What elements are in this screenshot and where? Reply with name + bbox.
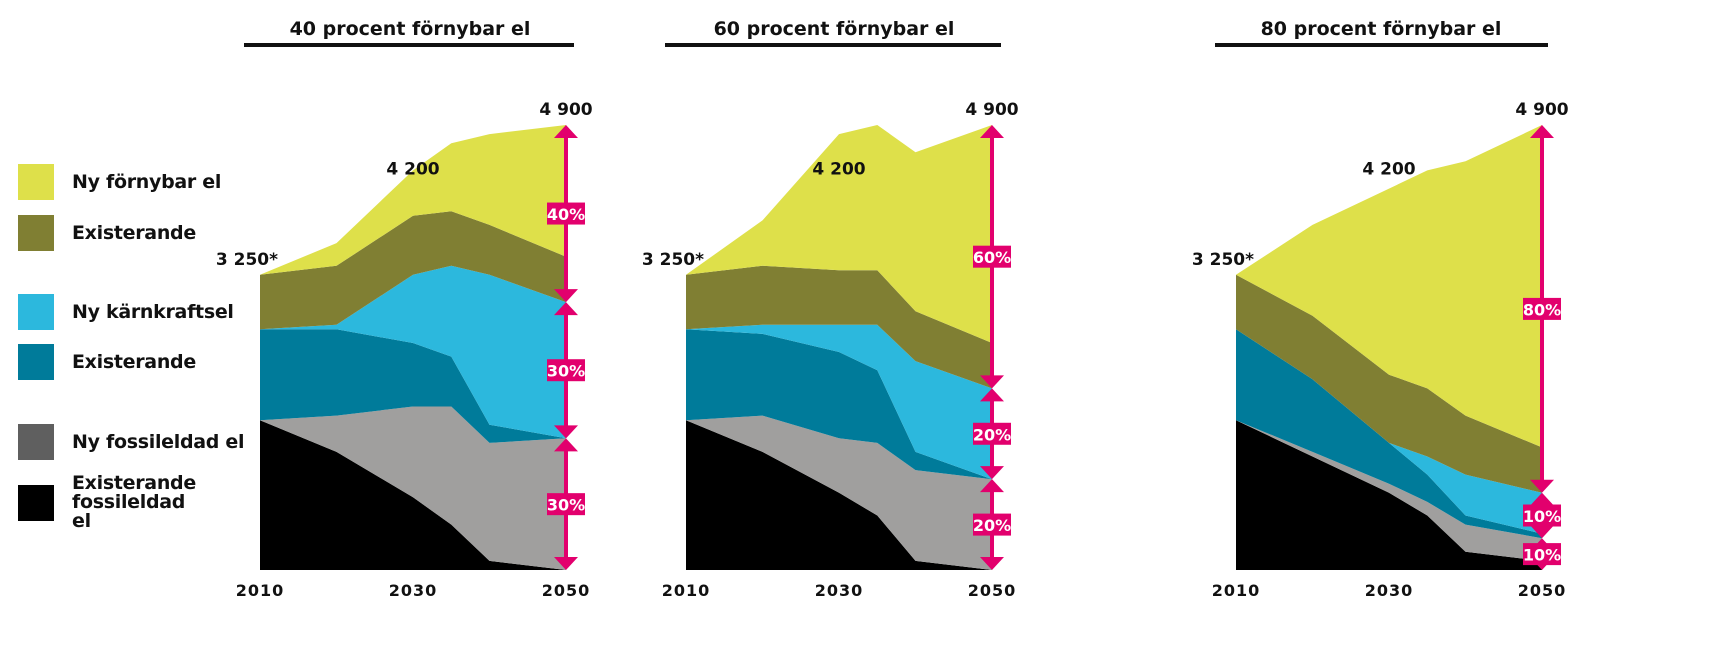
- share-label: 10%: [1523, 546, 1561, 565]
- value-label: 4 200: [812, 160, 865, 180]
- share-arrow: 20%: [973, 388, 1011, 480]
- legend-label-existing-renewable: Existerande: [72, 221, 196, 244]
- area-existing-renewable: [260, 211, 566, 330]
- legend-item-new-fossil: Ny fossileldad el: [18, 424, 245, 460]
- legend-label-new-nuclear: Ny kärnkraftsel: [72, 300, 234, 323]
- share-badge: [973, 422, 1011, 445]
- share-label: 30%: [547, 362, 585, 381]
- share-badge: [973, 513, 1011, 536]
- area-new-renewable: [260, 125, 566, 275]
- title-rule: [244, 43, 574, 47]
- value-label: 4 900: [539, 100, 592, 120]
- x-tick-label: 2010: [662, 581, 711, 600]
- area-new-fossil: [1236, 420, 1542, 561]
- legend-item-existing-renewable: Existerande: [18, 215, 196, 251]
- legend-item-new-renewable: Ny förnybar el: [18, 164, 221, 200]
- share-label: 80%: [1523, 300, 1561, 319]
- share-arrow: 20%: [973, 479, 1011, 570]
- area-existing-nuclear: [686, 329, 992, 480]
- value-label: 4 900: [965, 100, 1018, 120]
- legend-label-existing-nuclear: Existerande: [72, 350, 196, 373]
- x-tick-label: 2050: [542, 581, 591, 600]
- legend-swatch-new-renewable: [18, 164, 54, 200]
- value-label: 4 200: [1362, 160, 1415, 180]
- share-badge: [973, 245, 1011, 268]
- value-label: 3 250*: [216, 250, 278, 270]
- area-new-nuclear: [260, 265, 566, 439]
- title-rule: [665, 43, 1001, 47]
- area-new-nuclear: [1236, 329, 1542, 534]
- area-existing-renewable: [1236, 274, 1542, 493]
- x-tick-label: 2030: [815, 581, 864, 600]
- x-tick-label: 2010: [1212, 581, 1261, 600]
- area-existing-renewable: [686, 265, 992, 389]
- area-existing-fossil: [1236, 420, 1542, 570]
- legend-label-new-renewable: Ny förnybar el: [72, 170, 222, 193]
- chart-title: 40 procent förnybar el: [290, 18, 531, 40]
- share-arrow: 10%: [1523, 538, 1561, 570]
- chart-title: 80 procent förnybar el: [1261, 18, 1502, 40]
- share-badge: [547, 359, 585, 382]
- share-badge: [1523, 504, 1561, 527]
- share-label: 10%: [1523, 507, 1561, 526]
- value-label: 4 900: [1515, 100, 1568, 120]
- title-rule: [1215, 43, 1548, 47]
- legend-item-new-nuclear: Ny kärnkraftsel: [18, 294, 234, 330]
- area-new-fossil: [686, 415, 992, 570]
- share-badge: [1523, 543, 1561, 566]
- area-new-renewable: [686, 125, 992, 343]
- share-label: 20%: [973, 516, 1011, 535]
- share-arrow: 40%: [547, 125, 585, 303]
- legend-swatch-existing-nuclear: [18, 344, 54, 380]
- area-new-nuclear: [686, 324, 992, 480]
- x-tick-label: 2030: [1365, 581, 1414, 600]
- share-label: 40%: [547, 205, 585, 224]
- legend-swatch-existing-renewable: [18, 215, 54, 251]
- share-badge: [547, 493, 585, 516]
- legend-item-existing-fossil: Existerande fossileldad el: [18, 474, 196, 531]
- x-tick-label: 2050: [968, 581, 1017, 600]
- legend-label-existing-fossil: Existerande fossileldad el: [72, 472, 196, 532]
- area-existing-fossil: [686, 420, 992, 570]
- value-label: 4 200: [386, 160, 439, 180]
- share-arrow: 60%: [973, 125, 1011, 389]
- share-arrow: 80%: [1523, 125, 1561, 493]
- x-tick-label: 2010: [236, 581, 285, 600]
- area-existing-nuclear: [260, 329, 566, 443]
- share-badge: [1523, 297, 1561, 320]
- legend-item-existing-nuclear: Existerande: [18, 344, 196, 380]
- share-label: 20%: [973, 425, 1011, 444]
- value-label: 3 250*: [1192, 250, 1254, 270]
- legend-label-new-fossil: Ny fossileldad el: [72, 430, 245, 453]
- share-arrow: 10%: [1523, 492, 1561, 539]
- legend-swatch-existing-fossil: [18, 484, 54, 521]
- share-arrow: 30%: [547, 302, 585, 439]
- area-new-renewable: [1236, 125, 1542, 448]
- chart-title: 60 procent förnybar el: [714, 18, 955, 40]
- share-label: 60%: [973, 248, 1011, 267]
- x-tick-label: 2050: [1518, 581, 1567, 600]
- area-new-fossil: [260, 406, 566, 570]
- chart-panel-2: 60 procent förnybar el 3 250* 4 200 4 900 20…: [642, 18, 1019, 600]
- area-existing-nuclear: [1236, 329, 1542, 539]
- share-label: 30%: [547, 496, 585, 515]
- value-label: 3 250*: [642, 250, 704, 270]
- chart-panel-1: 40 procent förnybar el 3 250* 4 200 4 900 20…: [216, 18, 593, 600]
- x-tick-label: 2030: [389, 581, 438, 600]
- area-existing-fossil: [260, 420, 566, 570]
- legend-swatch-new-nuclear: [18, 294, 54, 330]
- share-badge: [547, 202, 585, 225]
- share-arrow: 30%: [547, 438, 585, 570]
- chart-panel-3: 80 procent förnybar el 3 250* 4 200 4 900 20…: [1192, 18, 1569, 600]
- legend-swatch-new-fossil: [18, 424, 54, 460]
